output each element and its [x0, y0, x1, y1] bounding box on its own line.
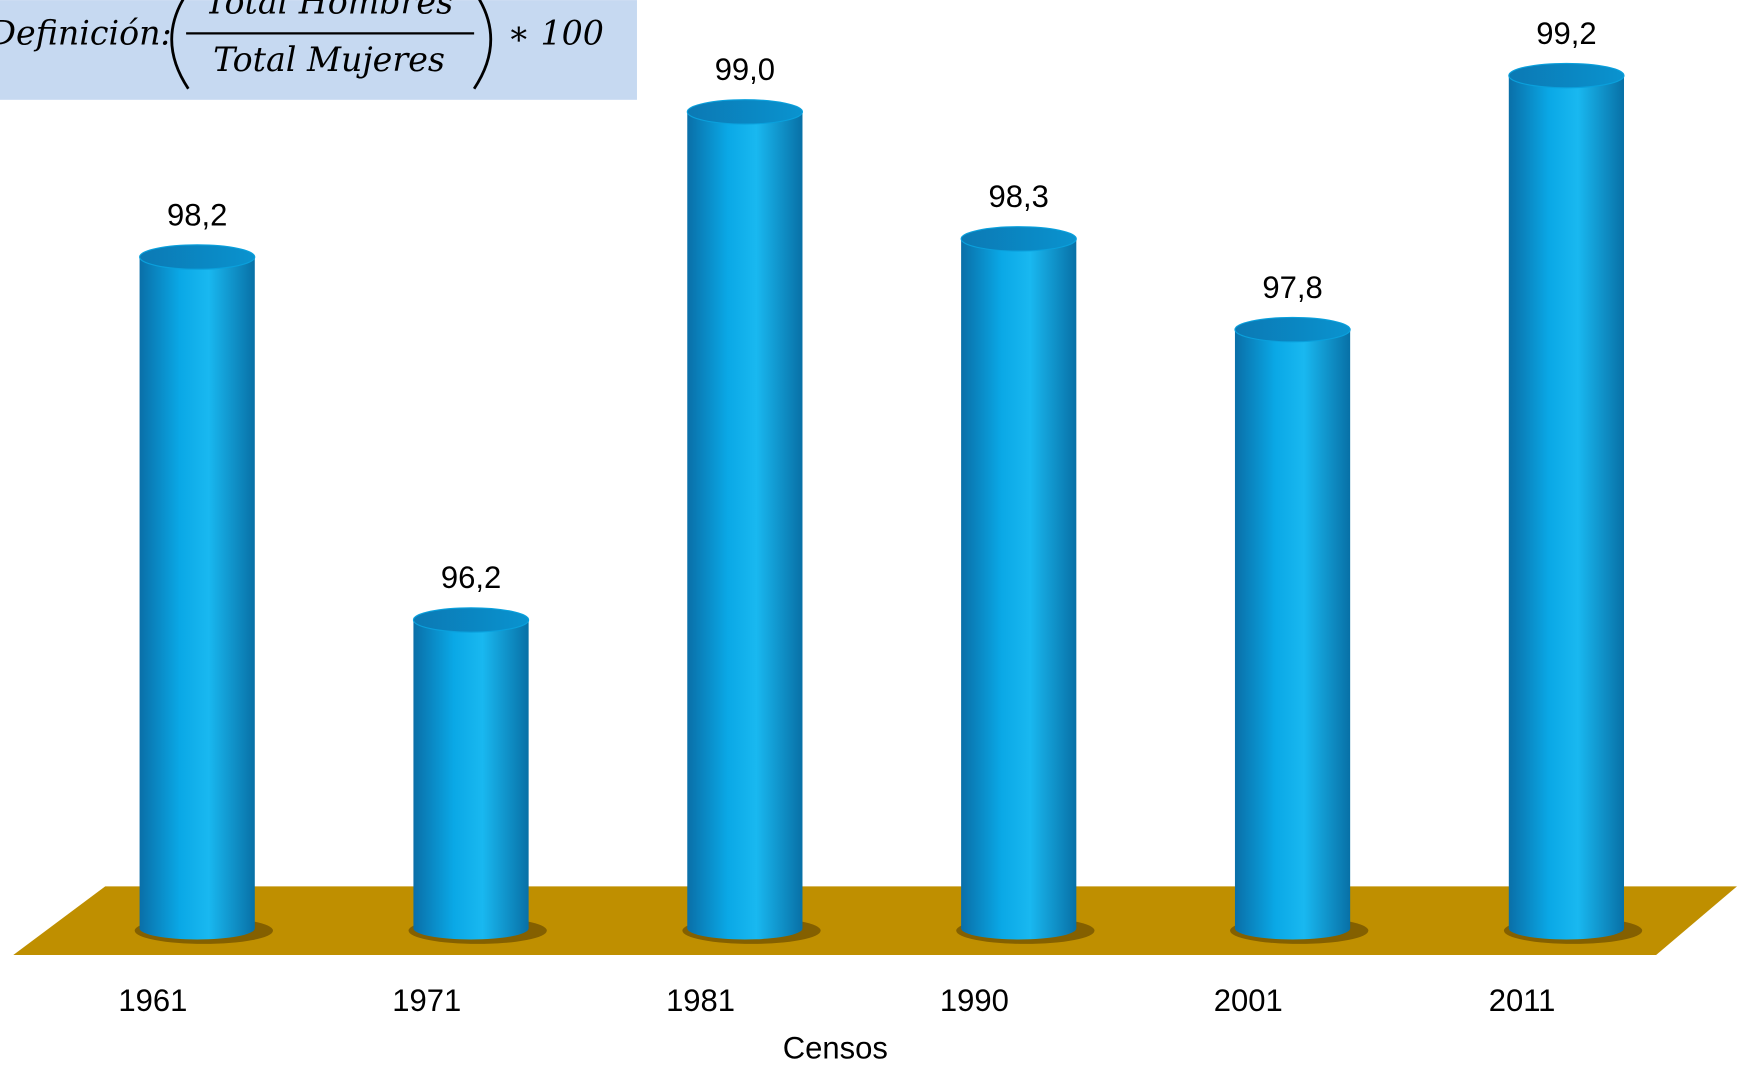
formula-denominator: Total Mujeres [213, 40, 445, 79]
bar-base [687, 917, 802, 939]
value-label: 98,3 [989, 179, 1049, 214]
bar-top [961, 227, 1076, 251]
formula-prefix: Definición: [0, 14, 172, 53]
bar-base [1509, 917, 1624, 939]
bar-top [1235, 317, 1350, 341]
bar [413, 620, 528, 928]
value-label: 97,8 [1262, 270, 1322, 305]
bar-base [413, 917, 528, 939]
bar-top [413, 608, 528, 632]
x-tick-label: 1961 [118, 983, 187, 1018]
bar-base [140, 917, 255, 939]
x-tick-label: 1971 [392, 983, 461, 1018]
chart: Definición: Total Hombres Total Mujeres … [0, 0, 1737, 1067]
value-label: 99,0 [715, 52, 775, 87]
bar [140, 257, 255, 928]
x-axis-label: Censos [783, 1030, 888, 1065]
x-tick-label: 2011 [1489, 983, 1556, 1018]
floor [13, 886, 1737, 955]
bar-top [140, 245, 255, 269]
bar-top [687, 100, 802, 124]
page: Definición: Total Hombres Total Mujeres … [0, 0, 1737, 1067]
value-label: 96,2 [441, 560, 501, 595]
bar-base [961, 917, 1076, 939]
value-label: 99,2 [1536, 16, 1596, 51]
formula-suffix: ∗ 100 [507, 14, 604, 53]
bar [1235, 330, 1350, 929]
x-tick-label: 1981 [666, 983, 735, 1018]
bar-top [1509, 63, 1624, 87]
x-tick-label: 1990 [940, 983, 1009, 1018]
bar-base [1235, 917, 1350, 939]
bar [961, 239, 1076, 929]
value-label: 98,2 [167, 197, 227, 232]
bar [1509, 76, 1624, 929]
formula-numerator: Total Hombres [205, 0, 453, 22]
x-tick-label: 2001 [1214, 983, 1283, 1018]
bar [687, 112, 802, 929]
